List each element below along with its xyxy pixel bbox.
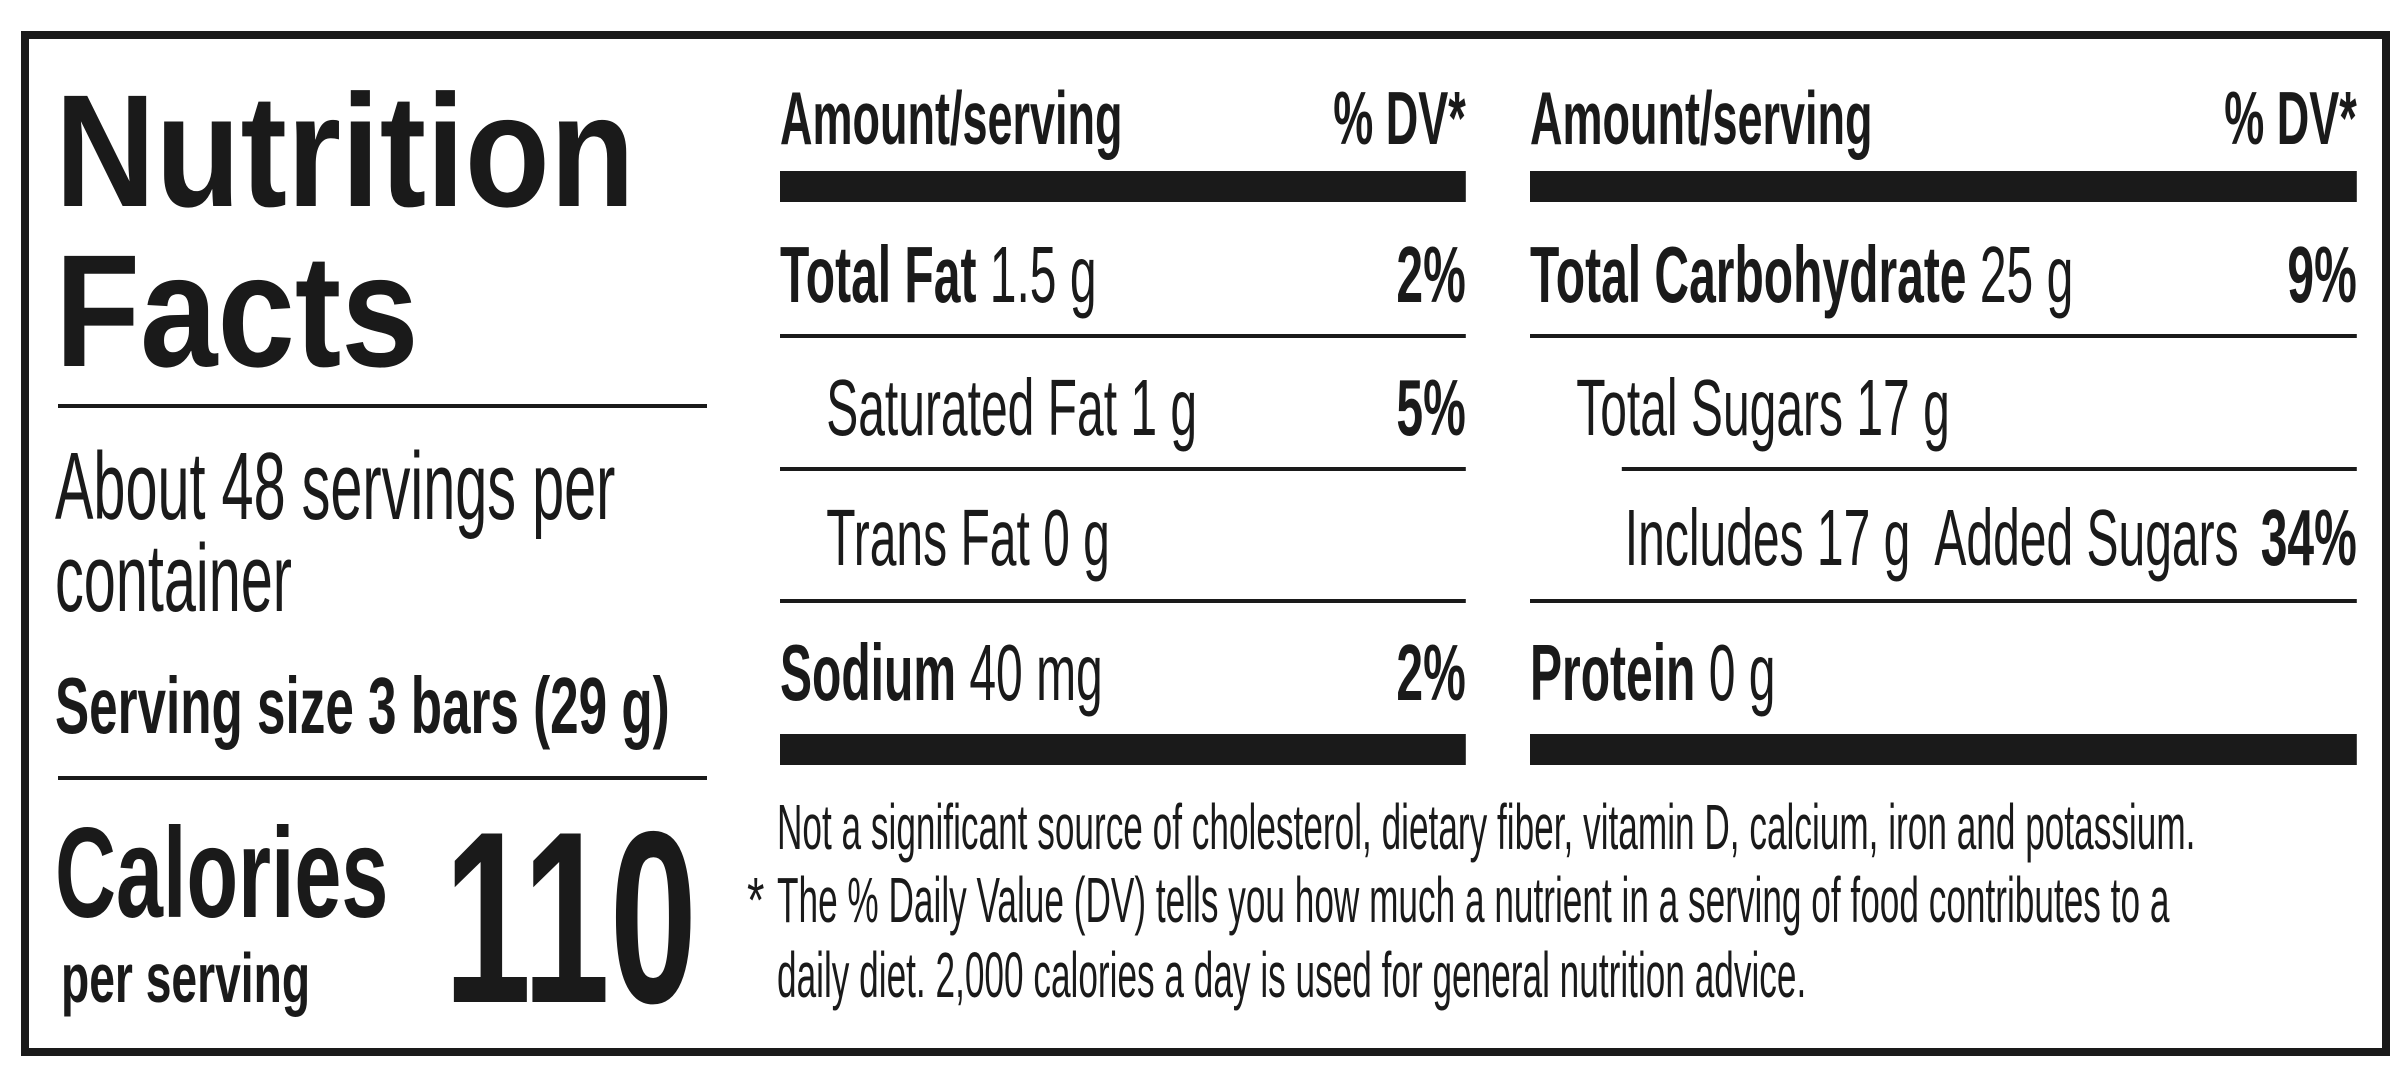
- servings-per-container-2: container: [55, 525, 292, 632]
- nutrient-name: Total Fat: [780, 230, 977, 319]
- nutrient-dv: 34%: [2260, 493, 2357, 582]
- thick-bar: [780, 171, 1466, 202]
- nutrient-dv: 9%: [2287, 230, 2357, 319]
- calories-per-serving: per serving: [61, 939, 311, 1017]
- label-border: [21, 31, 2390, 1056]
- table-header: Amount/serving % DV*: [780, 81, 1466, 161]
- header-amount: Amount/serving: [1530, 76, 1873, 160]
- nutrient-table-right: Amount/serving % DV* Total Carbohydrate …: [1530, 0, 2357, 1088]
- header-dv: % DV*: [2224, 76, 2357, 160]
- table-row: Includes 17 g Added Sugars 34%: [1530, 498, 2357, 578]
- table-row: Saturated Fat 1 g 5%: [780, 368, 1466, 448]
- header-amount: Amount/serving: [780, 76, 1123, 160]
- serving-size: Serving size 3 bars (29 g): [55, 661, 670, 750]
- thick-bar: [1530, 171, 2357, 202]
- divider: [780, 599, 1466, 603]
- servings-per-container: About 48 servings per: [55, 433, 616, 540]
- calories-label: Calories: [55, 802, 389, 945]
- footnote-asterisk: *: [747, 864, 765, 936]
- nutrient-amount: 1.5 g: [989, 230, 1097, 319]
- divider: [58, 404, 707, 408]
- nutrient-name: Total Sugars 17 g: [1576, 363, 1950, 452]
- title-nutrition: Nutrition: [55, 61, 635, 240]
- nutrient-dv: 2%: [1396, 230, 1466, 319]
- table-row: Trans Fat 0 g: [780, 498, 1466, 578]
- nutrient-name: Includes 17 g Added Sugars: [1624, 493, 2239, 582]
- table-row: Total Sugars 17 g: [1530, 368, 2357, 448]
- footnote-daily-value-2: daily diet. 2,000 calories a day is used…: [777, 939, 1807, 1011]
- table-row: Total Fat 1.5 g 2%: [780, 235, 1466, 315]
- nutrient-name: Saturated Fat 1 g: [826, 363, 1198, 452]
- nutrient-name: Trans Fat 0 g: [826, 493, 1110, 582]
- footnote-not-significant: Not a significant source of cholesterol,…: [777, 791, 2196, 863]
- divider: [1530, 334, 2357, 338]
- header-dv: % DV*: [1333, 76, 1466, 160]
- nutrient-dv: 5%: [1396, 363, 1466, 452]
- nutrient-amount: 0 g: [1708, 628, 1776, 717]
- nutrient-amount: 40 mg: [969, 628, 1103, 717]
- thick-bar: [1530, 734, 2357, 765]
- nutrient-name: Protein: [1530, 628, 1696, 717]
- divider: [780, 334, 1466, 338]
- thick-bar: [780, 734, 1466, 765]
- footnote-daily-value: The % Daily Value (DV) tells you how muc…: [777, 864, 2170, 936]
- divider: [58, 776, 707, 780]
- nutrient-name: Total Carbohydrate: [1530, 230, 1967, 319]
- table-row: Sodium 40 mg 2%: [780, 633, 1466, 713]
- nutrient-name: Sodium: [780, 628, 956, 717]
- table-row: Total Carbohydrate 25 g 9%: [1530, 235, 2357, 315]
- divider: [1530, 599, 2357, 603]
- nutrient-amount: 25 g: [1979, 230, 2074, 319]
- nutrient-dv: 2%: [1396, 628, 1466, 717]
- calories-value: 110: [444, 780, 697, 1054]
- divider: [1621, 467, 2357, 471]
- divider: [780, 467, 1466, 471]
- table-row: Protein 0 g: [1530, 633, 2357, 713]
- title-facts: Facts: [55, 221, 419, 400]
- nutrient-table-left: Amount/serving % DV* Total Fat 1.5 g 2% …: [780, 0, 1466, 1088]
- table-header: Amount/serving % DV*: [1530, 81, 2357, 161]
